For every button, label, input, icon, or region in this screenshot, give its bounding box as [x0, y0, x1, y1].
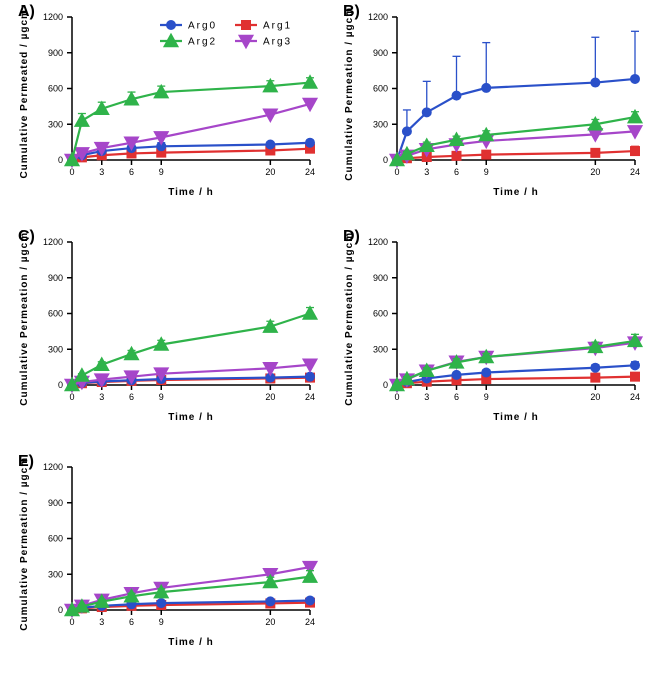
svg-text:600: 600 [48, 84, 63, 94]
svg-text:0: 0 [58, 155, 63, 165]
svg-text:Time / h: Time / h [493, 187, 539, 198]
svg-text:Cumulative Permeation / µgcm⁻²: Cumulative Permeation / µgcm⁻² [344, 5, 355, 181]
svg-text:Time / h: Time / h [493, 412, 539, 423]
svg-text:0: 0 [394, 167, 399, 177]
plot-E: 0 3 6 9 20 24 0 300 600 900 1200 Time / h Cumulative… [10, 455, 320, 655]
panel-E: E) 0 3 6 9 20 24 0 300 600 900 1200 Time / h Cumulati… [10, 455, 320, 655]
svg-text:9: 9 [484, 167, 489, 177]
svg-text:1200: 1200 [368, 237, 388, 247]
svg-text:20: 20 [590, 392, 600, 402]
svg-text:24: 24 [305, 167, 315, 177]
panel-C: C) 0 3 6 9 20 24 0 300 600 900 1200 Time / h Cumulati… [10, 230, 320, 430]
svg-text:9: 9 [159, 167, 164, 177]
plot-C: 0 3 6 9 20 24 0 300 600 900 1200 Time / h Cumulative… [10, 230, 320, 430]
svg-text:300: 300 [373, 119, 388, 129]
svg-text:6: 6 [129, 392, 134, 402]
svg-text:300: 300 [373, 344, 388, 354]
svg-text:0: 0 [58, 605, 63, 615]
svg-text:0: 0 [383, 155, 388, 165]
svg-text:20: 20 [265, 167, 275, 177]
svg-text:900: 900 [373, 48, 388, 58]
svg-text:6: 6 [129, 617, 134, 627]
svg-text:1200: 1200 [368, 12, 388, 22]
svg-text:3: 3 [424, 392, 429, 402]
svg-text:3: 3 [99, 617, 104, 627]
panel-B: B) 0 3 6 9 20 24 0 300 600 900 1200 Time / h Cumulati… [335, 5, 645, 205]
svg-text:20: 20 [590, 167, 600, 177]
svg-text:Arg3: Arg3 [263, 37, 292, 48]
svg-text:0: 0 [69, 167, 74, 177]
panel-label-D: D) [343, 228, 360, 246]
svg-text:1200: 1200 [43, 237, 63, 247]
plot-B: 0 3 6 9 20 24 0 300 600 900 1200 Time / h Cumulative… [335, 5, 645, 205]
svg-text:Cumulative Permeation / µgcm⁻²: Cumulative Permeation / µgcm⁻² [19, 230, 30, 406]
svg-text:Arg2: Arg2 [188, 37, 217, 48]
svg-text:6: 6 [454, 392, 459, 402]
svg-text:Time / h: Time / h [168, 187, 214, 198]
svg-text:900: 900 [373, 273, 388, 283]
svg-text:1200: 1200 [43, 462, 63, 472]
svg-text:24: 24 [630, 167, 640, 177]
svg-text:900: 900 [48, 498, 63, 508]
panel-label-E: E) [18, 453, 34, 471]
svg-text:20: 20 [265, 392, 275, 402]
svg-text:20: 20 [265, 617, 275, 627]
svg-text:6: 6 [129, 167, 134, 177]
svg-text:0: 0 [69, 392, 74, 402]
svg-text:600: 600 [48, 534, 63, 544]
svg-text:Time / h: Time / h [168, 637, 214, 648]
svg-text:9: 9 [484, 392, 489, 402]
panel-label-B: B) [343, 3, 360, 21]
svg-text:600: 600 [48, 309, 63, 319]
svg-text:24: 24 [305, 392, 315, 402]
svg-text:Cumulative Permeated / µgcm⁻²: Cumulative Permeated / µgcm⁻² [19, 5, 30, 179]
panel-label-C: C) [18, 228, 35, 246]
svg-text:Time / h: Time / h [168, 412, 214, 423]
panel-D: D) 0 3 6 9 20 24 0 300 600 900 1200 Time / h Cumulati… [335, 230, 645, 430]
svg-text:1200: 1200 [43, 12, 63, 22]
svg-text:0: 0 [69, 617, 74, 627]
svg-text:300: 300 [48, 569, 63, 579]
svg-text:Arg1: Arg1 [263, 21, 292, 32]
svg-text:Arg0: Arg0 [188, 21, 217, 32]
svg-text:9: 9 [159, 617, 164, 627]
figure-container: A)0369202403006009001200Time / hCumulati… [0, 0, 660, 700]
svg-text:3: 3 [99, 392, 104, 402]
svg-text:3: 3 [99, 167, 104, 177]
plot-D: 0 3 6 9 20 24 0 300 600 900 1200 Time / h Cumulative… [335, 230, 645, 430]
svg-text:0: 0 [58, 380, 63, 390]
svg-text:24: 24 [630, 392, 640, 402]
svg-text:Cumulative Permeation / µgcm⁻²: Cumulative Permeation / µgcm⁻² [344, 230, 355, 406]
svg-text:300: 300 [48, 119, 63, 129]
panel-label-A: A) [18, 3, 35, 21]
svg-text:900: 900 [48, 273, 63, 283]
svg-text:0: 0 [383, 380, 388, 390]
plot-A: 0 3 6 9 20 24 0 300 600 900 1200 Time / h Cumulative… [10, 5, 320, 205]
svg-text:Cumulative Permeation / µgcm⁻²: Cumulative Permeation / µgcm⁻² [19, 455, 30, 631]
panel-A: A) 0 3 6 9 20 24 0 300 600 900 1200 Time / h Cumulati… [10, 5, 320, 205]
svg-text:6: 6 [454, 167, 459, 177]
svg-text:300: 300 [48, 344, 63, 354]
svg-text:9: 9 [159, 392, 164, 402]
svg-text:900: 900 [48, 48, 63, 58]
svg-text:600: 600 [373, 309, 388, 319]
svg-text:3: 3 [424, 167, 429, 177]
svg-text:0: 0 [394, 392, 399, 402]
svg-text:600: 600 [373, 84, 388, 94]
svg-text:24: 24 [305, 617, 315, 627]
